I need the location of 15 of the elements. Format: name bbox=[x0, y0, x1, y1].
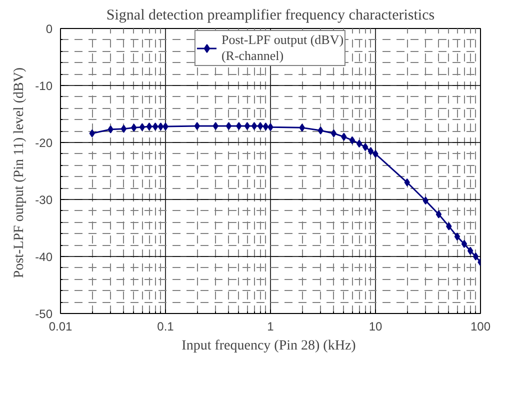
x-tick-label: 1 bbox=[267, 320, 274, 334]
x-tick-label: 10 bbox=[368, 320, 382, 334]
legend-label: Post-LPF output (dBV) (R-channel) bbox=[221, 32, 344, 64]
y-tick-label: 0 bbox=[46, 22, 53, 36]
y-tick-label: -40 bbox=[35, 250, 53, 264]
y-tick-label: -20 bbox=[35, 136, 53, 150]
x-axis-title: Input frequency (Pin 28) (kHz) bbox=[182, 338, 356, 354]
x-tick-label: 100 bbox=[470, 320, 491, 334]
y-tick-label: -10 bbox=[35, 79, 53, 93]
y-tick-label: -50 bbox=[35, 307, 53, 321]
chart-title: Signal detection preamplifier frequency characteristics bbox=[106, 8, 435, 24]
x-tick-label: 0.01 bbox=[48, 320, 73, 334]
x-tick-label: 0.1 bbox=[157, 320, 174, 334]
y-axis-title: Post-LPF output (Pin 11) level (dBV) bbox=[12, 67, 28, 278]
y-tick-label: -30 bbox=[35, 193, 53, 207]
